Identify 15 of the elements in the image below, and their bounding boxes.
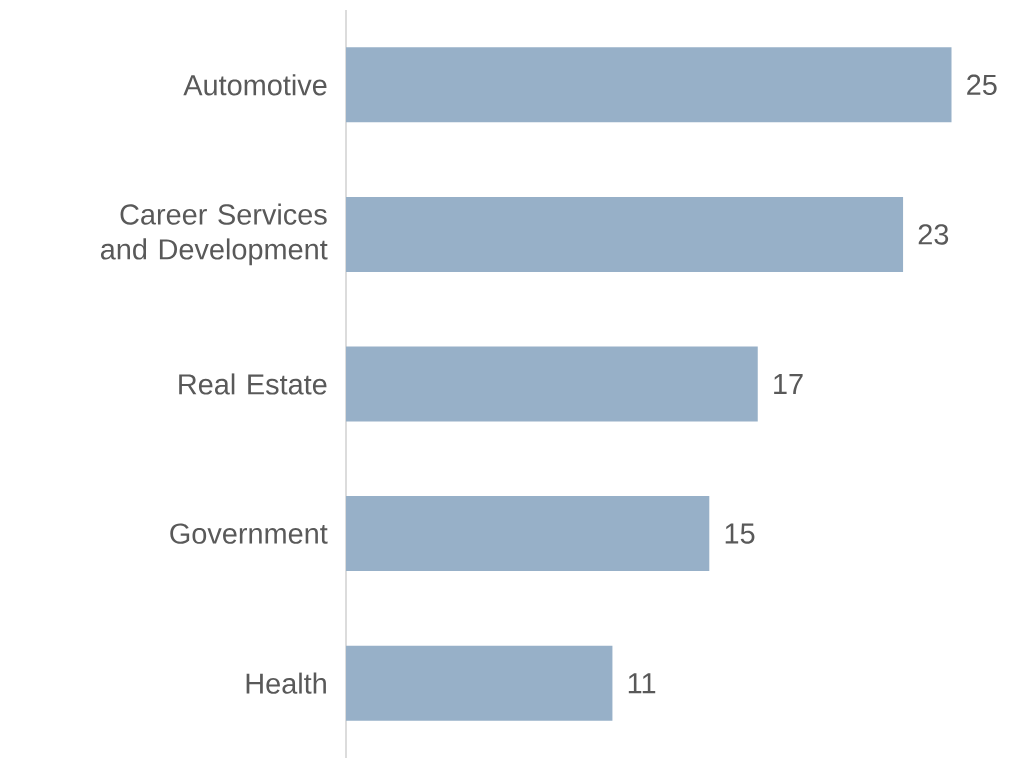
data-label: 23 [918, 224, 949, 245]
y-tick-label: Health [246, 672, 326, 694]
bar [346, 47, 952, 123]
bar [346, 496, 710, 572]
bar [346, 196, 904, 272]
y-tick-label: Automotive [183, 74, 327, 96]
y-tick-label: Career Services and Development [100, 203, 328, 266]
bar [346, 645, 613, 721]
data-label: 25 [967, 74, 997, 96]
data-label: 17 [774, 374, 803, 394]
y-tick-label: Government [170, 523, 328, 544]
data-label: 11 [628, 673, 656, 694]
data-label: 15 [725, 523, 755, 544]
y-tick-label: Real Estate [179, 373, 327, 395]
bar [346, 346, 758, 422]
